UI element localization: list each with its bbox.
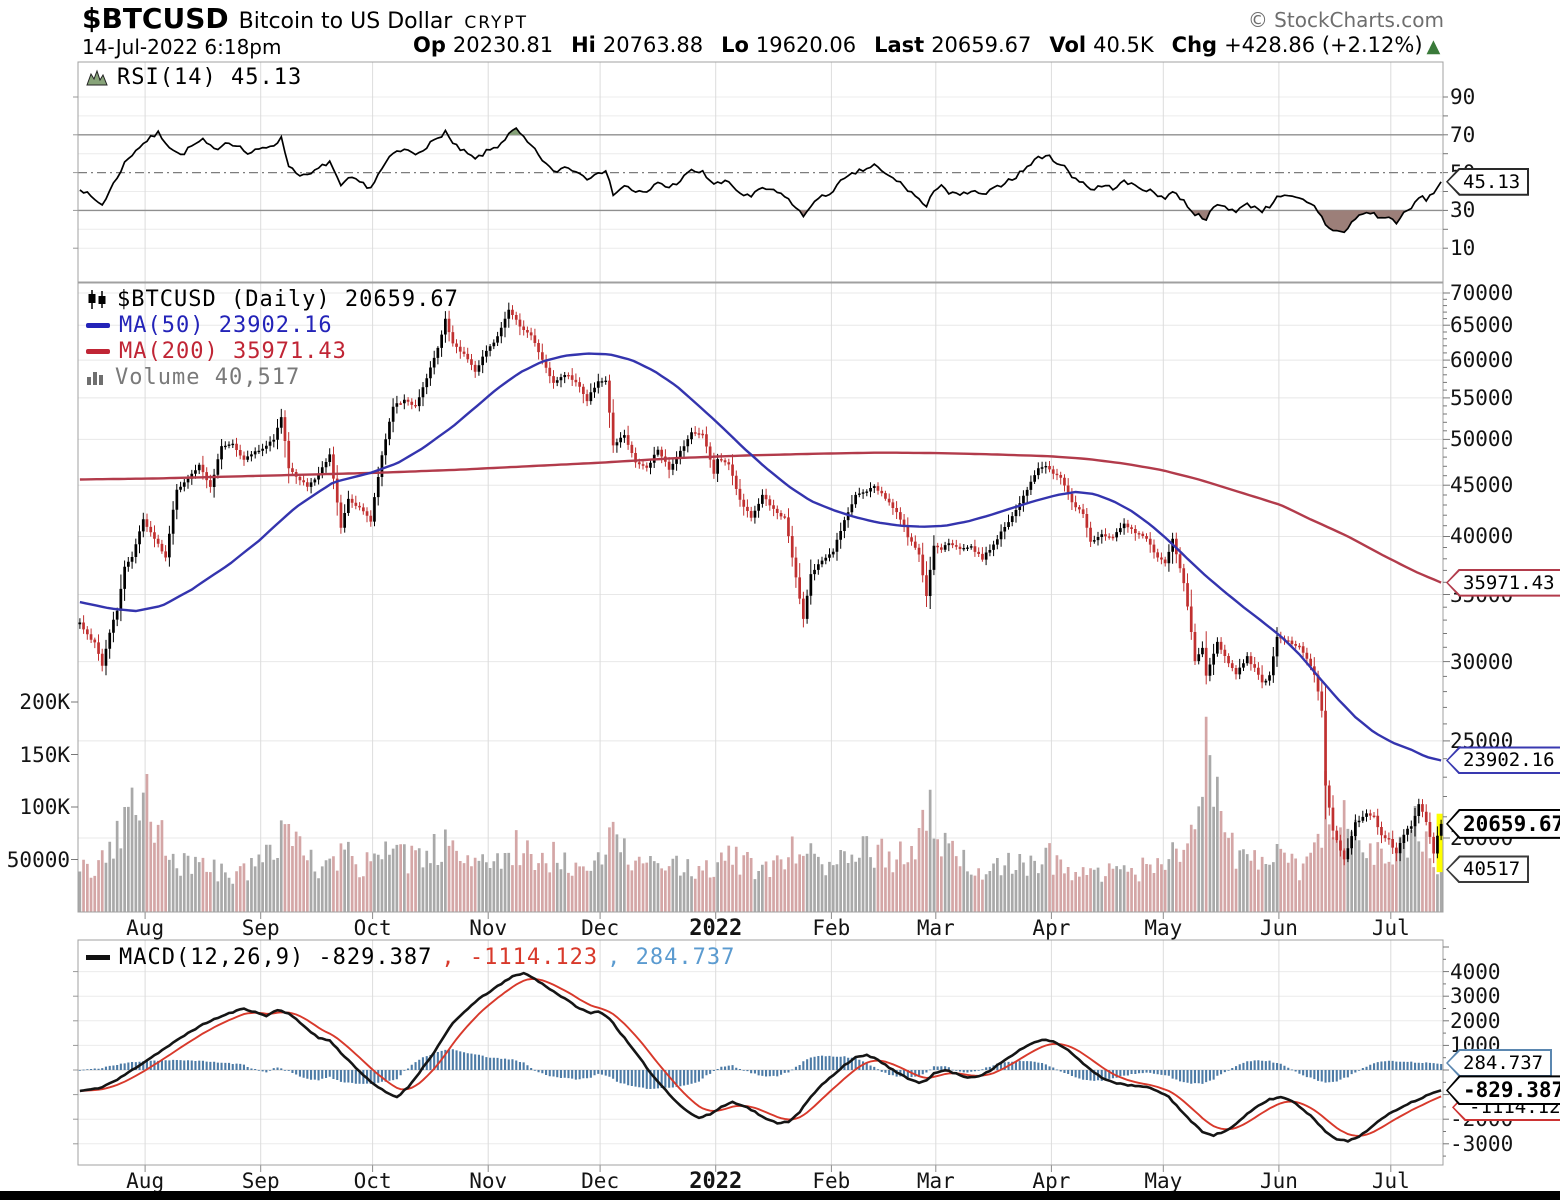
copyright: © StockCharts.com (1247, 8, 1444, 32)
rsi-area-icon (86, 69, 108, 86)
month-label: Dec (581, 916, 620, 940)
month-label: 2022 (689, 916, 743, 941)
month-label: Apr (1032, 916, 1071, 940)
rsi-axis-tick: 90 (1450, 85, 1476, 109)
month-label: Aug (126, 1169, 165, 1193)
price-axis-tick: 45000 (1450, 473, 1514, 498)
price-legend-label: $BTCUSD (Daily) 20659.67 (117, 286, 459, 312)
month-label: Nov (469, 1169, 508, 1193)
exchange-label: CRYPT (464, 13, 528, 33)
chart-header: $BTCUSD Bitcoin to US Dollar CRYPT (82, 2, 528, 35)
volume-axis-tick: 100K (19, 795, 70, 819)
price-axis-tick: 30000 (1450, 649, 1514, 674)
volume-legend-label: Volume 40,517 (115, 364, 301, 390)
ma200-line-icon (86, 348, 110, 354)
price-axis-tick: 50000 (1450, 427, 1514, 452)
month-label: Sep (241, 1169, 280, 1193)
macd-hist-badge: 284.737 (1446, 1048, 1553, 1077)
month-label: Jun (1259, 1169, 1298, 1193)
rsi-legend: RSI(14) 45.13 (86, 64, 302, 90)
ma200-legend-label: MA(200) 35971.43 (119, 338, 347, 364)
month-label: Dec (581, 1169, 620, 1193)
price-axis-tick: 60000 (1450, 348, 1514, 373)
price-axis-tick: 40000 (1450, 524, 1514, 549)
month-label: Sep (241, 916, 280, 940)
month-label: Jun (1259, 916, 1298, 940)
price-legend: $BTCUSD (Daily) 20659.67 MA(50) 23902.16… (86, 286, 459, 390)
symbol: $BTCUSD (82, 2, 229, 35)
candlestick-icon (88, 289, 106, 309)
month-label: Jul (1371, 1169, 1410, 1193)
change-label: Chg (1171, 33, 1218, 57)
month-label: Oct (353, 916, 392, 940)
open-label: Op (413, 33, 446, 57)
ma50-value-badge: 23902.16 (1446, 746, 1560, 775)
low-value: 19620.06 (755, 33, 857, 57)
ma200-value-badge: 35971.43 (1446, 568, 1560, 597)
last-value: 20659.67 (931, 33, 1032, 57)
quote-strip: Op 20230.81 Hi 20763.88 Lo 19620.06 Last 20659.… (413, 33, 1440, 57)
up-triangle-icon: ▲ (1426, 36, 1441, 57)
volume-label: Vol (1049, 33, 1087, 57)
month-label: May (1144, 916, 1183, 940)
month-label: Nov (469, 916, 508, 940)
volume-value: 40.5K (1093, 33, 1154, 57)
chart-datetime: 14-Jul-2022 6:18pm (82, 35, 282, 59)
price-axis-tick: 65000 (1450, 313, 1514, 338)
symbol-name: Bitcoin to US Dollar (238, 9, 453, 34)
rsi-legend-label: RSI(14) 45.13 (117, 64, 303, 90)
macd-signal-value: , -1114.123 (441, 944, 599, 970)
change-value: +428.86 (+2.12%) (1224, 33, 1423, 57)
last-price-badge: 20659.67 (1446, 808, 1560, 839)
month-label: Feb (812, 916, 851, 940)
rsi-axis-tick: 70 (1450, 122, 1476, 147)
open-value: 20230.81 (452, 33, 554, 57)
volume-axis-tick: 150K (19, 742, 70, 767)
macd-line-icon (86, 954, 110, 960)
month-label: Mar (916, 1169, 955, 1193)
high-value: 20763.88 (602, 33, 704, 57)
macd-legend: MACD(12,26,9) -829.387 , -1114.123 , 284.7… (86, 944, 735, 970)
volume-value-badge: 40517 (1446, 855, 1530, 884)
ma50-legend-label: MA(50) 23902.16 (119, 312, 333, 338)
month-label: Oct (353, 1169, 392, 1193)
low-label: Lo (721, 33, 749, 57)
month-label: May (1144, 1169, 1183, 1193)
month-label: 2022 (689, 1169, 743, 1194)
month-label: Aug (126, 916, 165, 940)
rsi-axis-tick: 30 (1450, 198, 1476, 223)
rsi-axis-tick: 10 (1450, 236, 1476, 261)
macd-axis-tick: 2000 (1450, 1008, 1501, 1033)
month-label: Apr (1032, 1169, 1071, 1193)
month-label: Feb (812, 1169, 851, 1193)
volume-axis-tick: 200K (19, 690, 70, 714)
volume-axis-tick: 50000 (6, 847, 70, 872)
macd-axis-tick: 3000 (1450, 984, 1501, 1009)
price-axis-tick: 55000 (1450, 385, 1514, 410)
ma50-line-icon (86, 322, 110, 328)
price-axis-tick: 70000 (1450, 281, 1514, 305)
month-label: Jul (1371, 916, 1410, 940)
macd-axis-tick: -3000 (1450, 1131, 1514, 1156)
high-label: Hi (571, 33, 596, 57)
bottom-bar (0, 1191, 1560, 1200)
macd-legend-label: MACD(12,26,9) -829.387 (119, 944, 433, 970)
macd-value-badge: -829.387 (1446, 1075, 1560, 1106)
rsi-value-badge: 45.13 (1446, 167, 1530, 196)
macd-axis-tick: 4000 (1450, 959, 1501, 984)
month-label: Mar (916, 916, 955, 940)
last-label: Last (874, 33, 925, 57)
macd-hist-value: , 284.737 (607, 944, 736, 970)
volume-bars-icon (87, 372, 103, 385)
